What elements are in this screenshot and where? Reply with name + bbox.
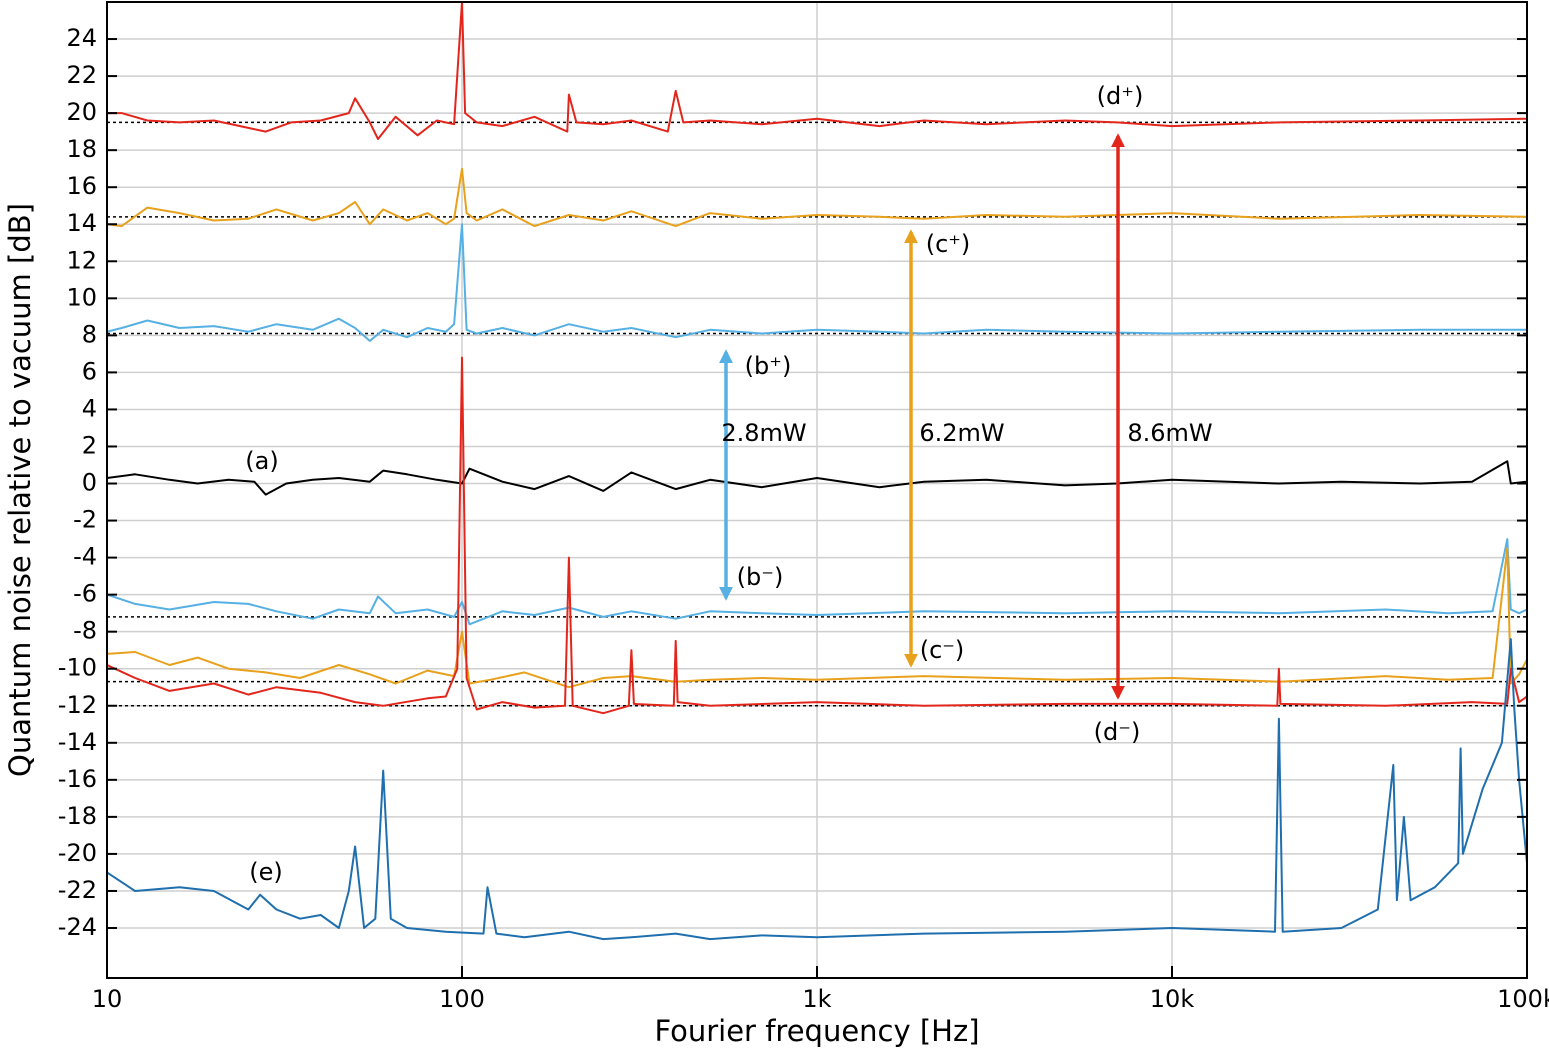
y-tick-label: 16 [66,172,97,200]
y-tick-label: -12 [58,691,97,719]
series-line [107,638,1527,941]
y-tick-label: -22 [58,876,97,904]
series-line [107,356,1527,715]
series-line [107,460,1527,496]
y-tick-label: 24 [66,24,97,52]
annotation: (b⁻) [737,563,784,591]
y-tick-label: -8 [73,617,97,645]
y-tick-label: -16 [58,765,97,793]
y-tick-label: 20 [66,98,97,126]
y-tick-label: -10 [58,654,97,682]
y-tick-label: -4 [73,543,97,571]
series-line [107,2,1527,140]
annotation: (c⁻) [920,636,965,664]
annotation: (d⁺) [1097,82,1144,110]
annotation: (c⁺) [926,230,971,258]
y-tick-label: -14 [58,728,97,756]
plot-lines [107,2,1527,941]
x-tick-label: 10 [92,985,123,1013]
y-tick-label: -18 [58,802,97,830]
x-axis-title: Fourier frequency [Hz] [654,1014,979,1048]
y-tick-label: 8 [82,320,97,348]
y-tick-label: -6 [73,580,97,608]
axes: -24-22-20-18-16-14-12-10-8-6-4-202468101… [58,24,1549,1013]
annotation: (a) [245,447,278,475]
y-tick-label: 10 [66,283,97,311]
arrows [719,133,1125,700]
series-line [107,167,1527,228]
x-tick-label: 100 [439,985,485,1013]
y-tick-label: 0 [82,469,97,497]
y-tick-label: -2 [73,506,97,534]
y-tick-label: 4 [82,394,97,422]
annotation: (b⁺) [745,352,792,380]
y-tick-label: 12 [66,246,97,274]
annotation: 2.8mW [721,419,806,447]
series-line [107,547,1527,689]
y-axis-title: Quantum noise relative to vacuum [dB] [3,203,37,777]
y-tick-label: 22 [66,61,97,89]
x-tick-label: 10k [1150,985,1195,1013]
annotation: (d⁻) [1094,718,1141,746]
y-tick-label: 18 [66,135,97,163]
annotation: 8.6mW [1127,419,1212,447]
y-tick-label: 14 [66,209,97,237]
grid [106,2,1528,978]
series-line [107,538,1527,626]
series-line [107,223,1527,342]
annotation: (e) [249,858,283,886]
y-tick-label: 2 [82,431,97,459]
y-tick-label: -24 [58,913,97,941]
y-tick-label: -20 [58,839,97,867]
annotation: 6.2mW [919,419,1004,447]
x-tick-label: 1k [802,985,831,1013]
x-tick-label: 100k [1497,985,1549,1013]
annotations: (a) (b⁺) (b⁻) (c⁺) (c⁻) (d⁺) (d⁻) (e) 2.8mW 6.2mW… [245,82,1212,886]
y-tick-label: 6 [82,357,97,385]
